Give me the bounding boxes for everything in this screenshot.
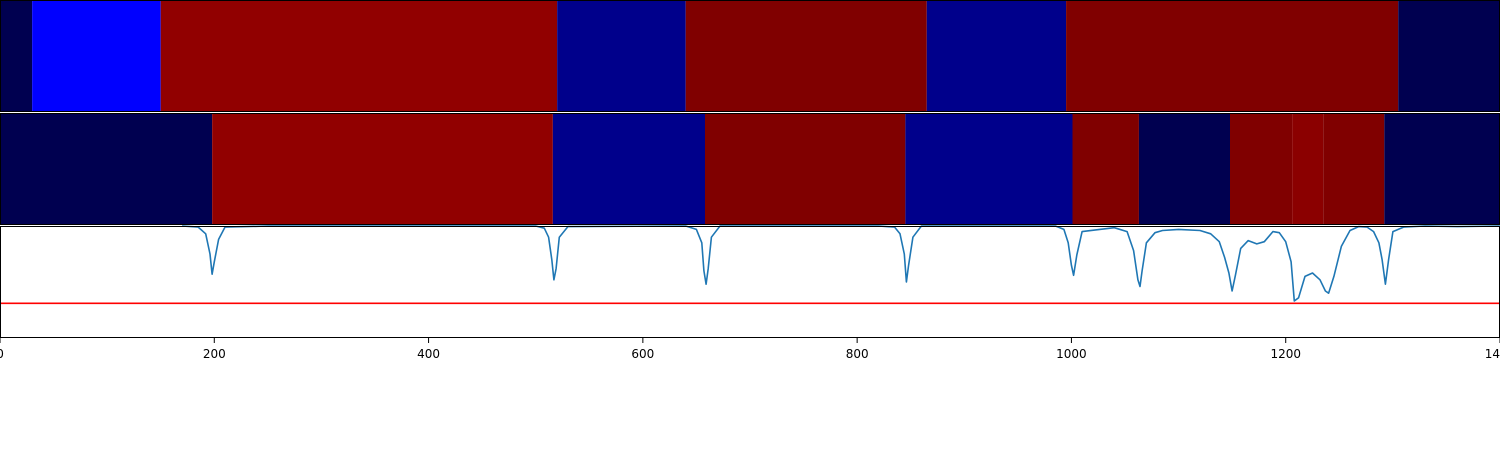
- x-tick-label-1200: 1200: [1270, 347, 1301, 361]
- segment-row1-5: [1072, 113, 1139, 225]
- line-panel: [0, 225, 1500, 305]
- heatmap-row-top: [0, 0, 1500, 112]
- x-tick-label-400: 400: [417, 347, 440, 361]
- panel-frame-2: [0, 226, 1500, 338]
- segment-row1-3: [705, 113, 906, 225]
- segment-row1-6: [1138, 113, 1230, 225]
- x-tick-label-1000: 1000: [1056, 347, 1087, 361]
- segment-row1-8: [1292, 113, 1324, 225]
- signal-line: [182, 225, 1500, 302]
- segment-row1-2: [552, 113, 705, 225]
- segment-row0-2: [160, 0, 558, 112]
- segment-row0-1: [32, 0, 161, 112]
- segment-row1-1: [212, 113, 553, 225]
- x-tick-label-800: 800: [846, 347, 869, 361]
- x-axis: 0 200 400 600 800 1000 1200 1400: [0, 338, 1500, 361]
- segment-row0-6: [1066, 0, 1399, 112]
- x-tick-label-1400: 1400: [1485, 347, 1500, 361]
- segment-row0-0: [0, 0, 33, 112]
- segment-row1-4: [905, 113, 1073, 225]
- segment-row0-3: [557, 0, 686, 112]
- segment-row0-7: [1398, 0, 1500, 112]
- segment-row1-9: [1323, 113, 1385, 225]
- x-tick-label-600: 600: [631, 347, 654, 361]
- segment-row1-7: [1230, 113, 1293, 225]
- segment-row0-5: [926, 0, 1067, 112]
- heatmap-row-bottom: [0, 113, 1500, 225]
- segment-row0-4: [685, 0, 927, 112]
- x-tick-label-0: 0: [0, 347, 4, 361]
- segment-row1-0: [0, 113, 213, 225]
- segment-row1-10: [1384, 113, 1500, 225]
- x-tick-label-200: 200: [203, 347, 226, 361]
